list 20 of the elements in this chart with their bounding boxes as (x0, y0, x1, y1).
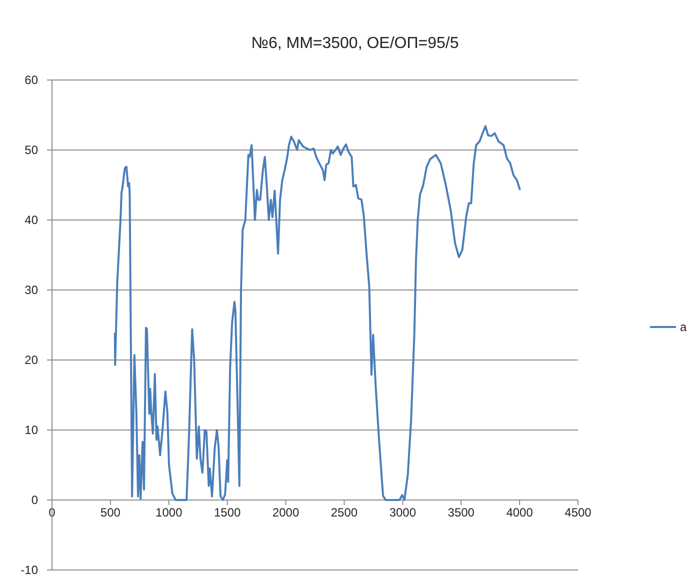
x-tick-label: 2500 (330, 506, 358, 520)
y-tick-label: -10 (20, 562, 38, 577)
x-tick-label: 4000 (506, 506, 534, 520)
x-tick-label: 3500 (448, 506, 475, 520)
x-tick-label: 500 (100, 506, 121, 520)
y-tick-label: 50 (24, 142, 38, 157)
y-tick-label: 20 (24, 352, 38, 367)
y-tick-label: 40 (24, 212, 38, 227)
x-tick-label: 2000 (272, 506, 300, 520)
y-tick-label: 60 (24, 72, 38, 87)
y-tick-label: 30 (24, 282, 38, 297)
y-tick-label: 0 (31, 492, 38, 507)
chart-title: №6, ММ=3500, ОЕ/ОП=95/5 (251, 35, 459, 52)
x-tick-label: 1000 (156, 506, 183, 520)
y-tick-label: 10 (24, 422, 38, 437)
x-tick-label: 4500 (564, 506, 592, 520)
x-tick-label: 1500 (214, 506, 242, 520)
line-series (114, 125, 522, 501)
x-tick-label: 3000 (389, 506, 416, 520)
legend-label: a (680, 320, 687, 334)
